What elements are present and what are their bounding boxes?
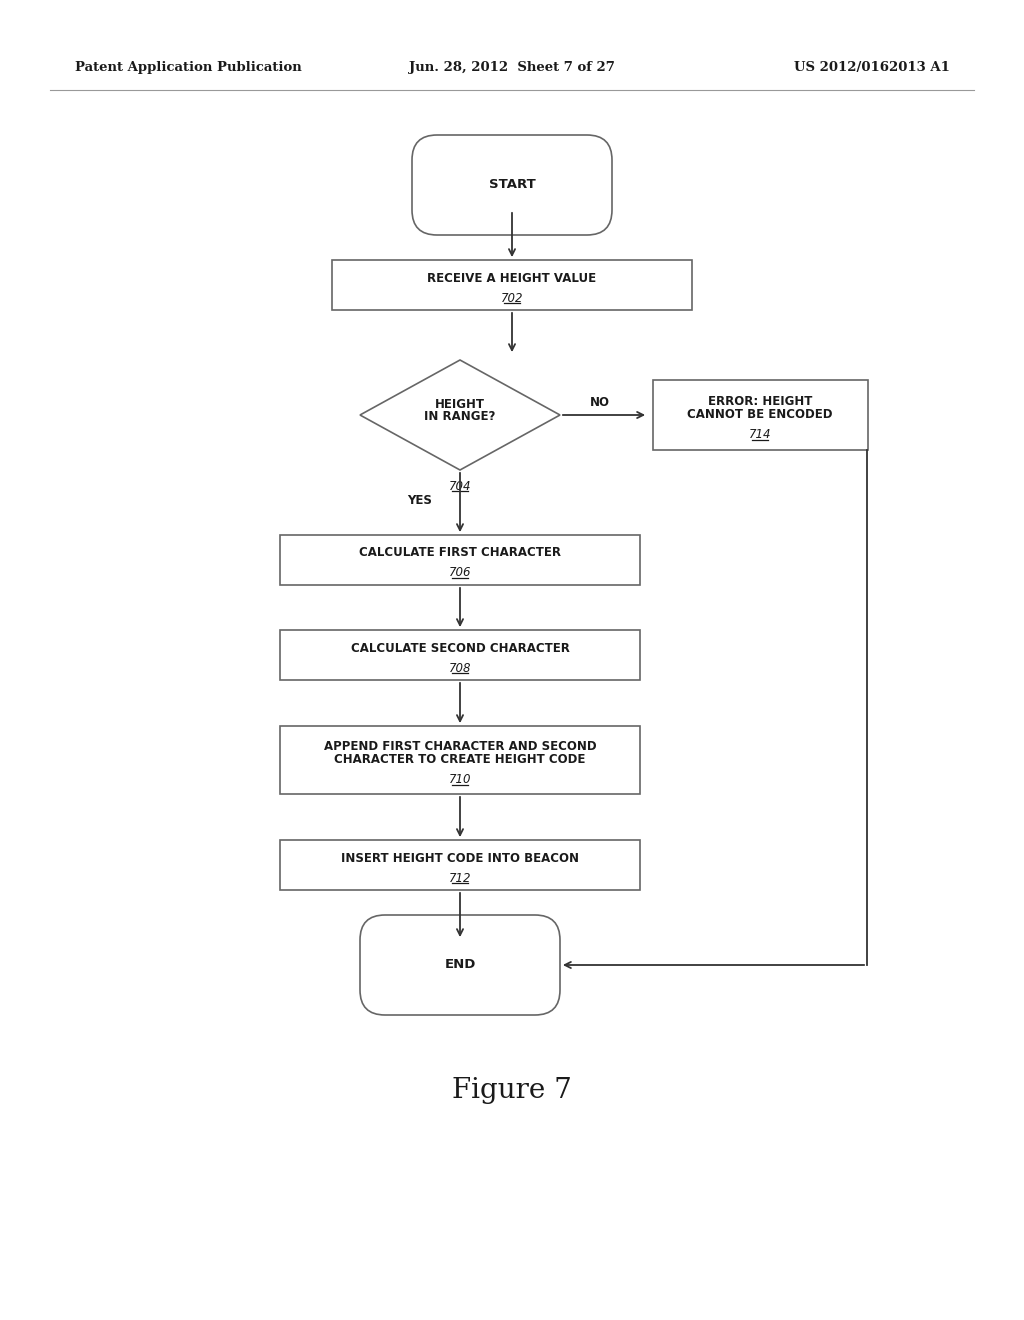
Bar <box>280 840 640 890</box>
Text: RECEIVE A HEIGHT VALUE: RECEIVE A HEIGHT VALUE <box>427 272 597 285</box>
Text: HEIGHT: HEIGHT <box>435 399 485 412</box>
Text: ERROR: HEIGHT: ERROR: HEIGHT <box>708 395 812 408</box>
Text: Figure 7: Figure 7 <box>452 1077 572 1104</box>
Text: Patent Application Publication: Patent Application Publication <box>75 62 302 74</box>
Text: Jun. 28, 2012  Sheet 7 of 27: Jun. 28, 2012 Sheet 7 of 27 <box>409 62 615 74</box>
Bar <box>280 630 640 680</box>
Polygon shape <box>360 360 560 470</box>
Text: 712: 712 <box>449 871 471 884</box>
Bar <box>280 535 640 585</box>
Text: CANNOT BE ENCODED: CANNOT BE ENCODED <box>687 408 833 421</box>
Text: 706: 706 <box>449 566 471 579</box>
Bar <box>280 726 640 795</box>
Text: 708: 708 <box>449 661 471 675</box>
Text: 704: 704 <box>449 479 471 492</box>
Text: CALCULATE FIRST CHARACTER: CALCULATE FIRST CHARACTER <box>359 546 561 560</box>
Bar <box>652 380 867 450</box>
Text: 714: 714 <box>749 428 771 441</box>
Text: START: START <box>488 178 536 191</box>
Text: YES: YES <box>408 494 432 507</box>
Text: APPEND FIRST CHARACTER AND SECOND: APPEND FIRST CHARACTER AND SECOND <box>324 741 596 752</box>
Text: CHARACTER TO CREATE HEIGHT CODE: CHARACTER TO CREATE HEIGHT CODE <box>334 752 586 766</box>
Text: IN RANGE?: IN RANGE? <box>424 411 496 424</box>
Text: 710: 710 <box>449 774 471 785</box>
Text: US 2012/0162013 A1: US 2012/0162013 A1 <box>795 62 950 74</box>
Text: NO: NO <box>590 396 610 409</box>
Text: END: END <box>444 958 476 972</box>
Text: INSERT HEIGHT CODE INTO BEACON: INSERT HEIGHT CODE INTO BEACON <box>341 851 579 865</box>
Bar <box>332 260 692 310</box>
FancyBboxPatch shape <box>360 915 560 1015</box>
FancyBboxPatch shape <box>412 135 612 235</box>
Text: 702: 702 <box>501 292 523 305</box>
Text: CALCULATE SECOND CHARACTER: CALCULATE SECOND CHARACTER <box>350 642 569 655</box>
